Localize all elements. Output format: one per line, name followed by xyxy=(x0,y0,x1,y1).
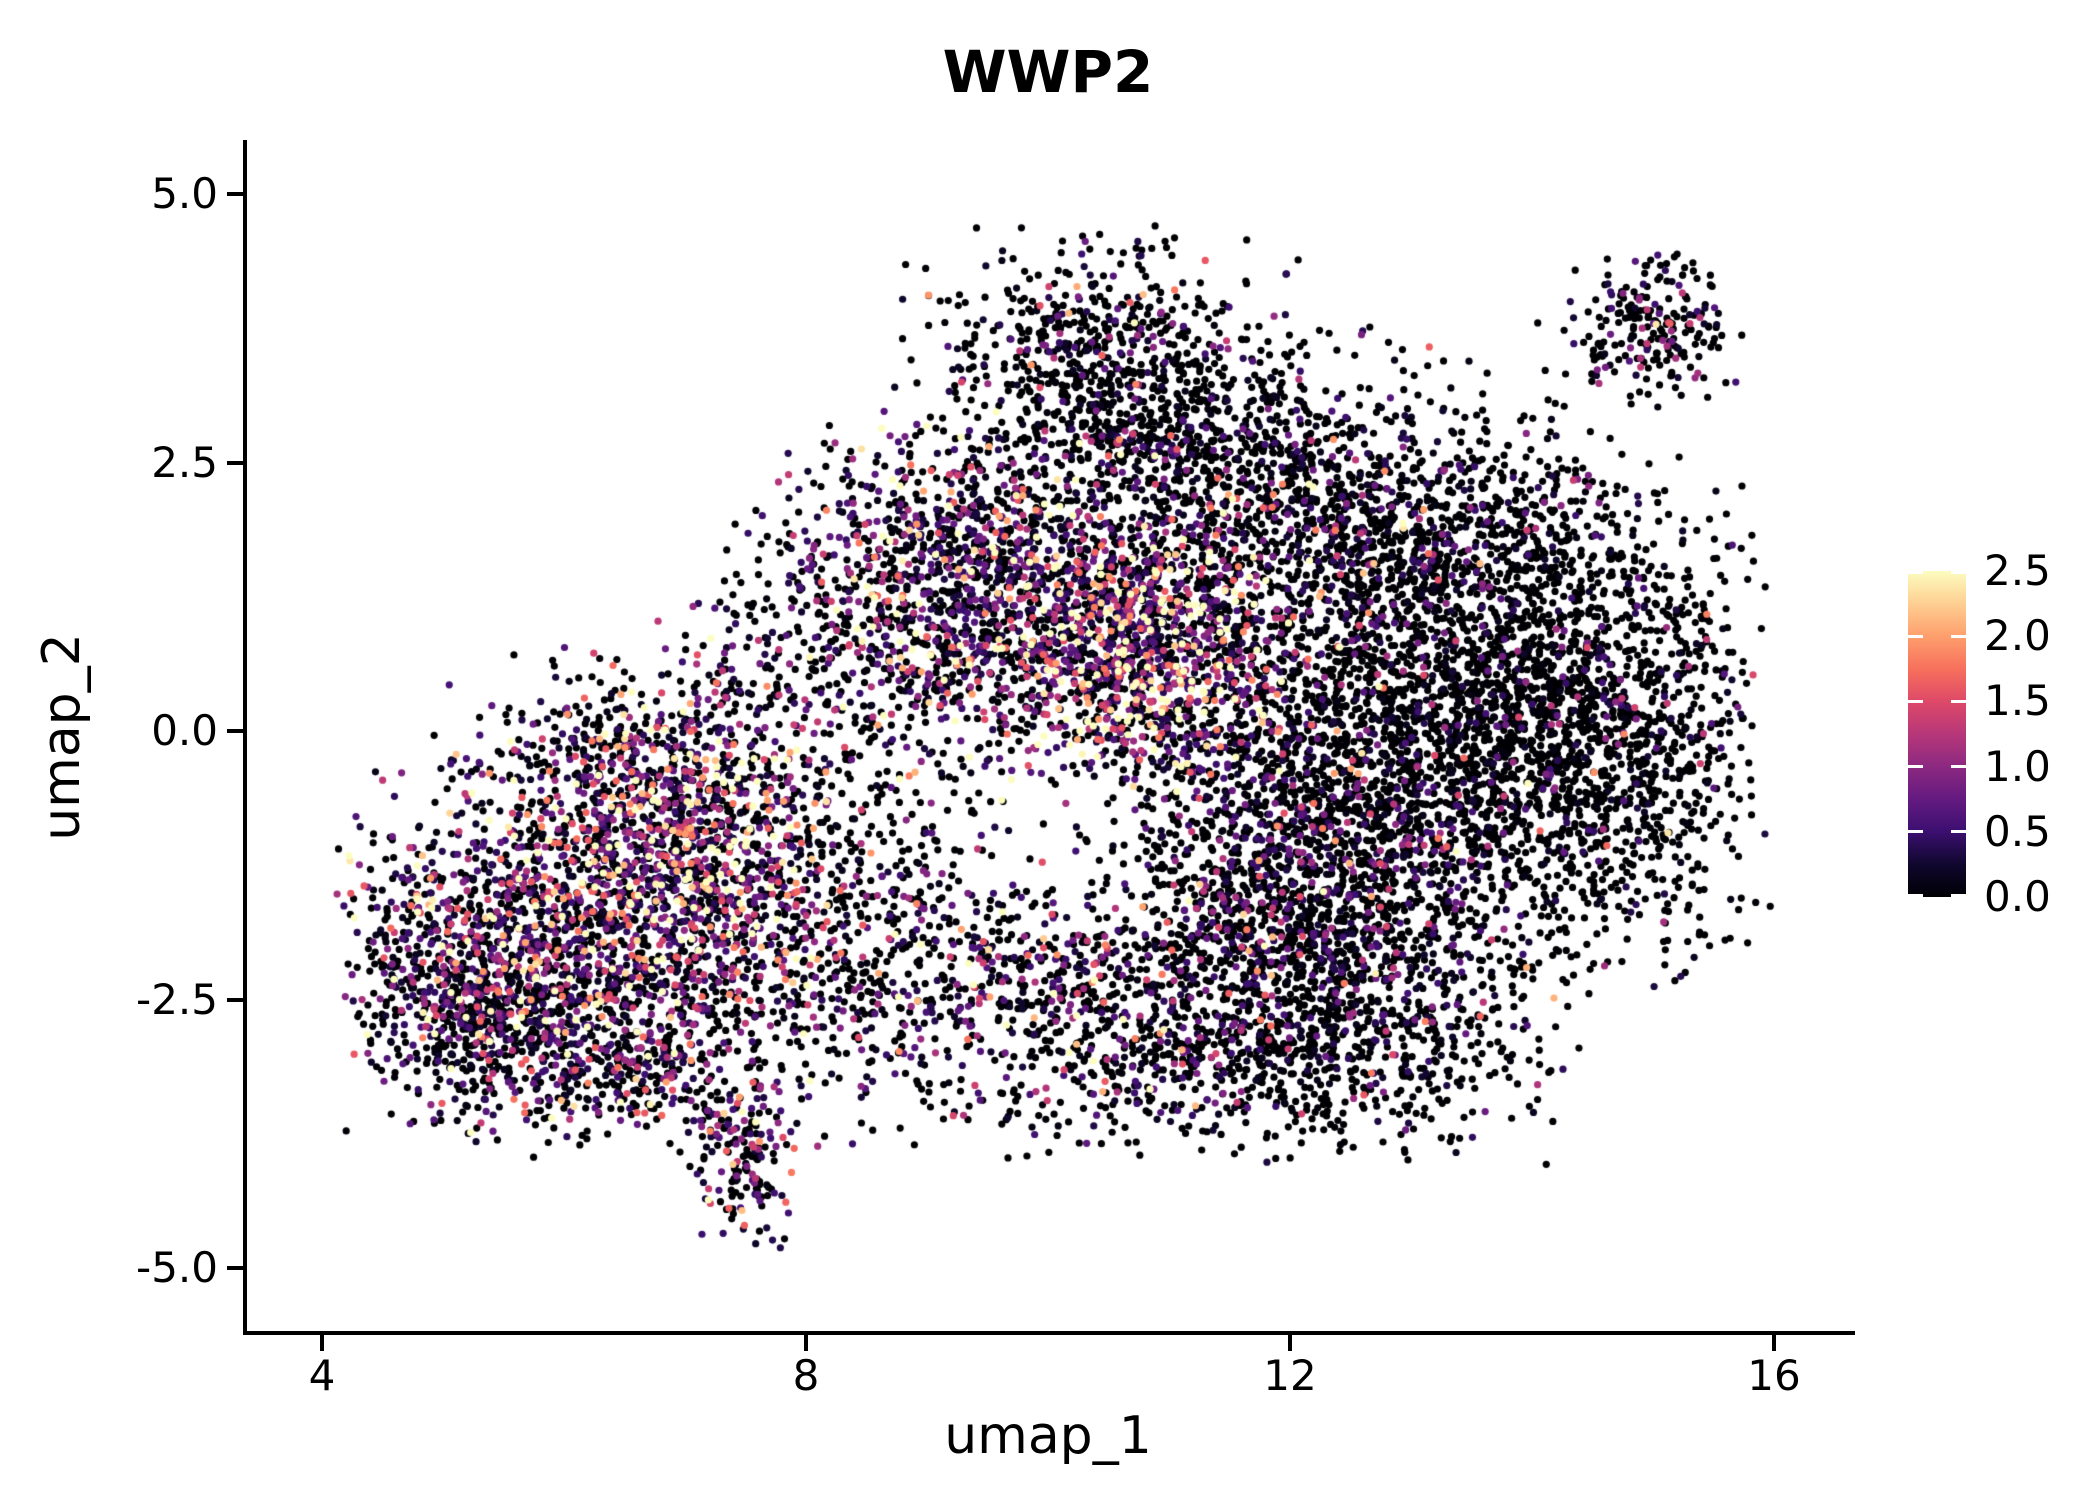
colorbar-tick xyxy=(1908,765,1923,769)
x-axis-tick-label: 16 xyxy=(1747,1351,1801,1400)
x-axis-tick xyxy=(804,1335,808,1351)
y-axis-tick-label: 2.5 xyxy=(151,437,218,487)
x-axis-tick-label: 4 xyxy=(308,1351,336,1400)
colorbar-tick-label: 2.5 xyxy=(1984,546,2051,595)
colorbar-tick xyxy=(1951,830,1966,834)
colorbar-tick xyxy=(1951,894,1966,897)
colorbar-tick xyxy=(1908,894,1923,897)
y-axis-tick xyxy=(227,460,243,465)
colorbar-tick xyxy=(1951,634,1966,638)
y-axis-tick xyxy=(227,729,243,733)
x-axis-tick xyxy=(1288,1335,1292,1351)
x-axis-tick xyxy=(1772,1335,1776,1351)
y-axis-tick-label: -5.0 xyxy=(136,1243,218,1292)
colorbar-tick xyxy=(1951,571,1966,574)
plot-title: WWP2 xyxy=(942,38,1154,106)
colorbar-tick xyxy=(1908,634,1923,638)
x-axis-line xyxy=(243,1331,1855,1335)
x-axis-tick xyxy=(320,1335,324,1351)
colorbar-tick xyxy=(1951,765,1966,769)
colorbar-tick-label: 1.0 xyxy=(1984,741,2051,791)
y-axis-tick-label: -2.5 xyxy=(136,974,218,1024)
colorbar-gradient xyxy=(1908,571,1966,897)
colorbar-tick xyxy=(1908,830,1923,834)
colorbar-tick xyxy=(1951,699,1966,703)
y-axis-tick xyxy=(227,1266,243,1270)
colorbar-tick-label: 2.0 xyxy=(1984,611,2051,661)
y-axis-title: umap_2 xyxy=(32,633,92,841)
colorbar-tick-label: 1.5 xyxy=(1984,676,2051,726)
colorbar xyxy=(1908,571,1966,897)
x-axis-title: umap_1 xyxy=(944,1406,1152,1466)
y-axis-tick-label: 0.0 xyxy=(151,706,218,755)
colorbar-tick xyxy=(1908,571,1923,574)
y-axis-tick xyxy=(227,997,243,1002)
colorbar-tick xyxy=(1908,699,1923,703)
colorbar-tick-label: 0.0 xyxy=(1984,872,2051,921)
y-axis-tick xyxy=(227,192,243,196)
x-axis-tick-label: 8 xyxy=(792,1351,820,1400)
x-axis-tick-label: 12 xyxy=(1263,1351,1317,1400)
y-axis-tick-label: 5.0 xyxy=(151,169,218,218)
y-axis-line xyxy=(243,140,247,1335)
colorbar-tick-label: 0.5 xyxy=(1984,806,2051,856)
